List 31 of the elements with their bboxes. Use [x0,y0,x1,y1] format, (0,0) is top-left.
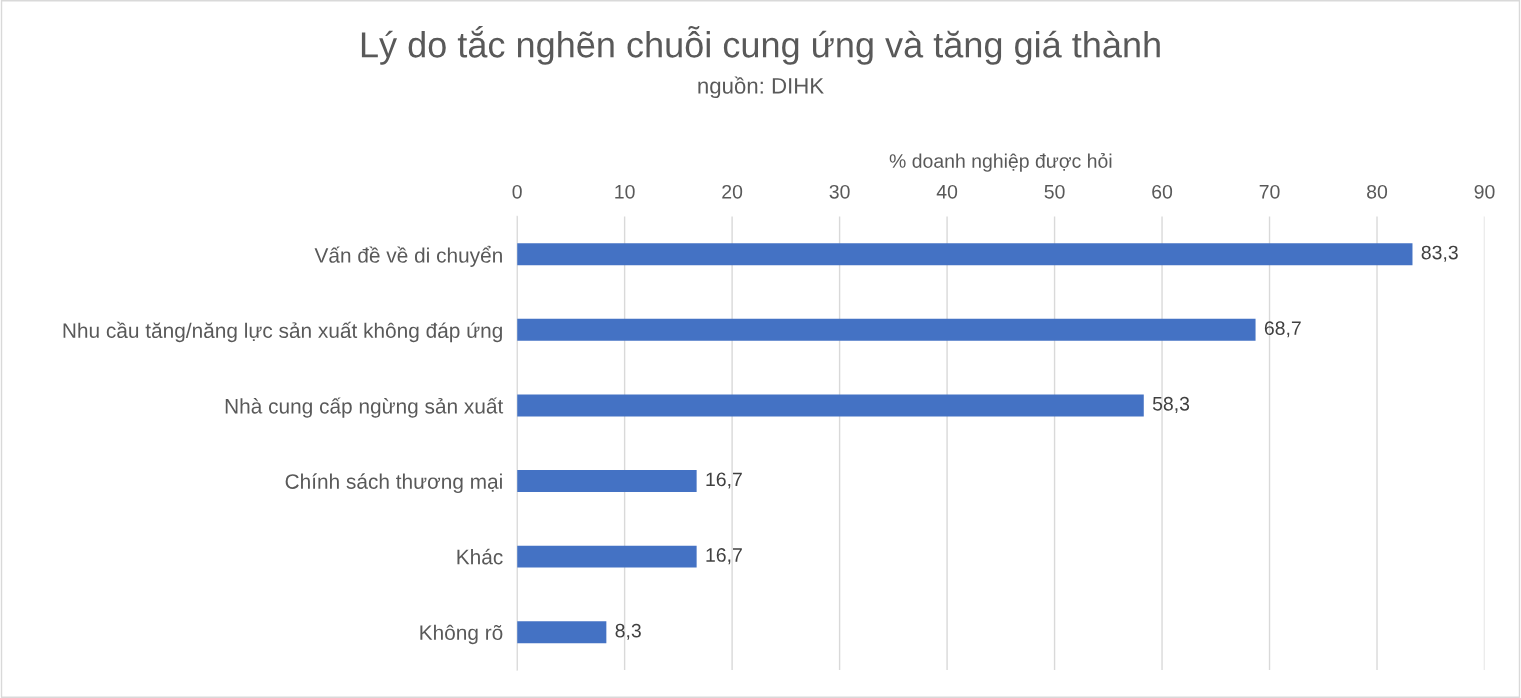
bar [517,243,1413,266]
x-tick-label: 50 [1044,184,1065,199]
x-tick-label: 10 [615,184,635,199]
x-tick-label: 40 [936,184,958,199]
x-tick-label: 20 [722,184,743,199]
x-tick-label: 30 [829,184,850,199]
data-label: 83,3 [1421,245,1458,262]
x-tick-label: 60 [1152,184,1173,199]
bar [517,470,697,492]
x-tick-label: 80 [1367,184,1388,199]
y-tick-label: Không rõ [420,624,503,645]
bar [517,621,607,644]
chart-title: Lý do tắc nghẽn chuỗi cung ứng và tăng giá thành [361,25,1160,65]
bar [517,394,1144,417]
x-tick-label: 70 [1259,184,1280,199]
x-tick-label: 90 [1474,184,1495,199]
y-tick-label: Nhà cung cấp ngừng sản xuất [225,397,504,418]
data-label: 16,7 [706,548,742,565]
y-tick-label: Chính sách thương mại [285,473,502,494]
y-tick-label: Khác [457,548,503,565]
y-tick-label: Nhu cầu tăng/năng lực sản xuất không đáp ứng [63,321,502,343]
x-axis-title: % doanh nghiệp được hỏi [889,153,1112,172]
x-tick-label: 0 [512,184,522,199]
bar [517,318,1256,341]
bar [517,545,697,568]
chart-subtitle: nguồn: DIHK [698,76,824,99]
data-label: 16,7 [706,472,742,489]
data-label: 58,3 [1152,396,1190,413]
data-label: 8,3 [615,623,641,640]
y-tick-label: Vấn đề về di chuyển [314,245,502,267]
data-label: 68,7 [1264,321,1301,338]
